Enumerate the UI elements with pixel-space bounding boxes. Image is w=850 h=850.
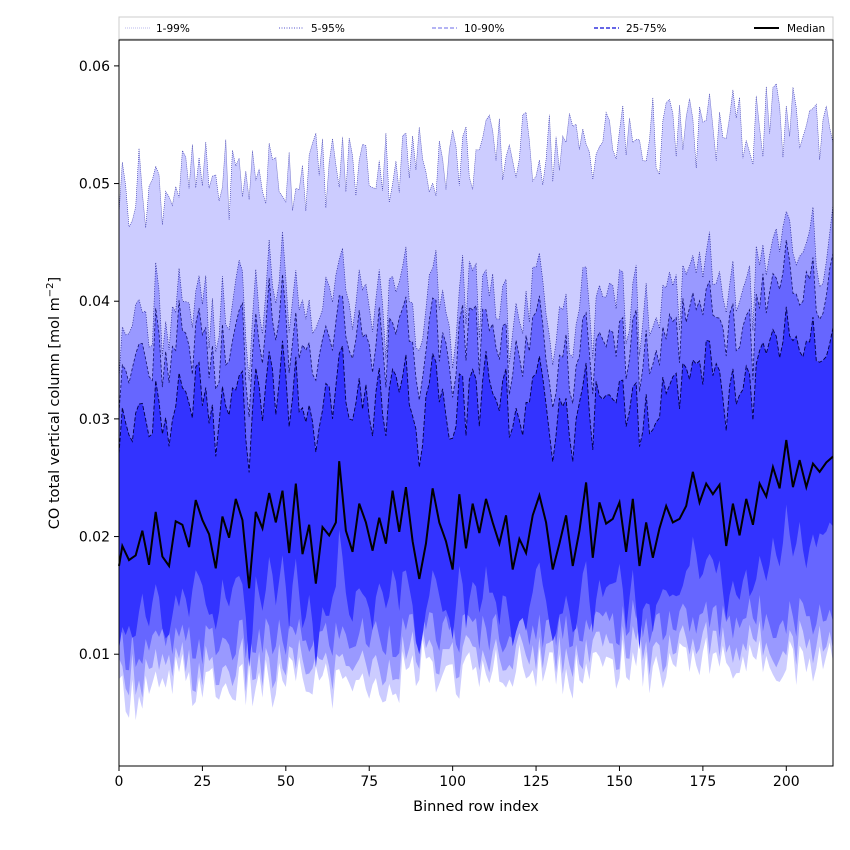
x-tick-label: 25 <box>193 774 211 790</box>
y-tick-label: 0.04 <box>79 294 110 310</box>
y-tick-label: 0.01 <box>79 647 110 663</box>
y-axis-label: CO total vertical column [mol m−2] <box>45 277 63 529</box>
legend: 1-99% 5-95% 10-90% 25-75% Median <box>118 16 834 40</box>
y-axis-label-main: CO total vertical column [mol m <box>47 297 63 529</box>
x-tick-label: 150 <box>606 774 633 790</box>
x-tick-label: 0 <box>115 774 124 790</box>
y-tick-label: 0.05 <box>79 177 110 193</box>
x-tick-label: 75 <box>360 774 378 790</box>
median-line <box>118 439 834 589</box>
legend-label: Median <box>787 23 825 35</box>
legend-label: 1-99% <box>156 23 190 35</box>
line-p99 <box>118 83 834 228</box>
band-25-75 <box>119 306 833 668</box>
y-axis-label-superscript: −2 <box>45 282 56 297</box>
x-tick-label: 175 <box>690 774 717 790</box>
y-axis-label-close: ] <box>47 277 63 283</box>
line-p95 <box>118 204 834 381</box>
x-tick-label: 50 <box>277 774 295 790</box>
x-tick-label: 200 <box>773 774 800 790</box>
x-axis-label: Binned row index <box>413 799 539 815</box>
axes: 0 25 50 75 100 125 150 175 200 0.01 0.02 0.03 0.04 0.… <box>79 39 834 790</box>
y-tick-label: 0.02 <box>79 530 110 546</box>
line-p90 <box>118 239 834 418</box>
legend-label: 10-90% <box>464 23 505 35</box>
plot-area <box>118 83 834 721</box>
legend-label: 5-95% <box>311 23 345 35</box>
legend-label: 25-75% <box>626 23 667 35</box>
x-tick-label: 100 <box>439 774 466 790</box>
x-tick-label: 125 <box>523 774 550 790</box>
axes-frame <box>118 39 834 767</box>
y-tick-label: 0.03 <box>79 412 110 428</box>
legend-box <box>118 16 834 40</box>
y-tick-label: 0.06 <box>79 59 110 75</box>
